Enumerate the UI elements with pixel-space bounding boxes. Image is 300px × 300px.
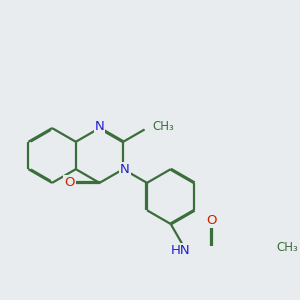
Text: CH₃: CH₃: [276, 241, 298, 254]
Text: CH₃: CH₃: [153, 120, 175, 133]
Text: O: O: [64, 176, 75, 189]
Text: HN: HN: [170, 244, 190, 257]
Text: N: N: [94, 120, 104, 133]
Text: O: O: [206, 214, 217, 227]
Text: N: N: [120, 163, 130, 176]
